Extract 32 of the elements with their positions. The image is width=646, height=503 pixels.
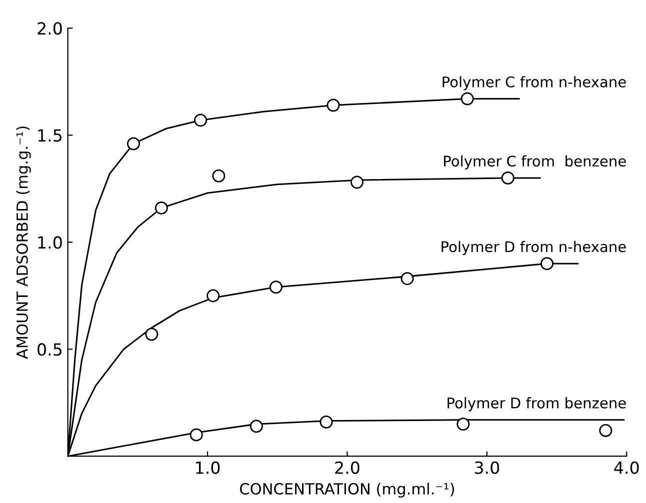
point <box>400 272 414 286</box>
point <box>599 424 612 438</box>
y-tick-label: 1.5 <box>38 129 62 142</box>
x-tick-label: 3.0 <box>474 461 500 474</box>
x-tick-label: 2.0 <box>335 461 360 474</box>
series-label: Polymer C from n-hexane <box>442 76 626 90</box>
x-tick-label: 4.0 <box>614 461 639 474</box>
point <box>269 280 282 294</box>
point <box>456 418 470 431</box>
point <box>350 176 364 189</box>
series-label: Polymer D from benzene <box>448 397 626 412</box>
point <box>154 201 168 214</box>
series-label: Polymer C from benzene <box>444 155 626 170</box>
point <box>194 114 208 127</box>
series-label: Polymer D from n-hexane <box>442 240 626 256</box>
y-axis-title: AMOUNT ADSORBED (mg.g.⁻¹) <box>16 126 31 360</box>
point <box>190 428 203 442</box>
point <box>206 289 220 302</box>
point <box>460 92 474 106</box>
point <box>126 137 140 150</box>
point <box>250 420 263 433</box>
point <box>501 171 514 184</box>
x-tick-label: 1.0 <box>196 461 220 474</box>
y-tick-label: 0.5 <box>38 343 62 356</box>
point <box>145 328 158 341</box>
x-axis-title: CONCENTRATION (mg.ml.⁻¹) <box>240 482 454 498</box>
y-tick-label: 1.0 <box>38 236 62 249</box>
y-tick-label: 2.0 <box>38 22 62 35</box>
point <box>326 98 340 112</box>
point <box>212 169 226 182</box>
point <box>540 257 554 270</box>
point <box>320 415 333 428</box>
